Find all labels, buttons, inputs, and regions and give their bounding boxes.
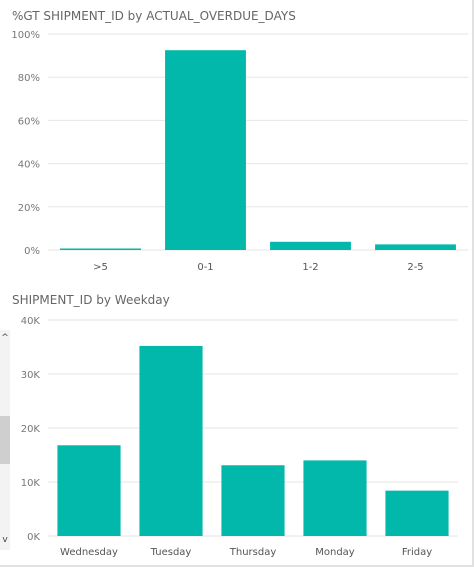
bar-thursday	[221, 465, 285, 536]
x-tick-label: Wednesday	[60, 547, 118, 558]
vertical-scrollbar[interactable]: ^ v	[0, 330, 10, 550]
y-tick-label: 40%	[18, 160, 40, 171]
x-tick-label: 2-5	[407, 262, 423, 273]
bar-tuesday	[139, 345, 203, 536]
chevron-up-icon[interactable]: ^	[1, 333, 9, 343]
chart-title-overdue-days: %GT SHIPMENT_ID by ACTUAL_OVERDUE_DAYS	[12, 9, 296, 23]
bar-2-5	[375, 244, 456, 250]
y-tick-label: 20%	[18, 203, 40, 214]
bar-5	[60, 248, 141, 250]
x-tick-label: Tuesday	[150, 547, 192, 558]
y-tick-label: 100%	[11, 30, 40, 41]
y-tick-label: 80%	[18, 73, 40, 84]
y-tick-label: 10K	[21, 478, 41, 489]
y-tick-label: 30K	[21, 370, 41, 381]
bar-friday	[385, 490, 449, 536]
bar-1-2	[270, 241, 351, 250]
y-tick-label: 0%	[24, 246, 40, 257]
x-tick-label: 1-2	[302, 262, 318, 273]
x-tick-label: Thursday	[229, 547, 277, 558]
chevron-down-icon[interactable]: v	[2, 535, 8, 545]
chart-weekday: 0K 10K 20K 30K 40K Wednesday Tuesday Thursday Mo…	[21, 316, 458, 558]
y-tick-label: 40K	[21, 316, 41, 327]
scrollbar-thumb[interactable]	[0, 416, 10, 464]
x-tick-label: Friday	[402, 547, 432, 558]
chart-overdue-days: 0% 20% 40% 60% 80% 100% >5 0-1 1-2 2-5	[11, 30, 468, 273]
bar-monday	[303, 460, 367, 536]
y-tick-label: 20K	[21, 424, 41, 435]
x-tick-label: 0-1	[197, 262, 213, 273]
x-tick-label: >5	[93, 262, 108, 273]
y-tick-label: 60%	[18, 116, 40, 127]
y-tick-label: 0K	[27, 532, 40, 543]
bar-0-1	[165, 50, 246, 251]
bar-wednesday	[57, 445, 121, 536]
x-tick-label: Monday	[315, 547, 355, 558]
chart-title-weekday: SHIPMENT_ID by Weekday	[12, 293, 170, 307]
